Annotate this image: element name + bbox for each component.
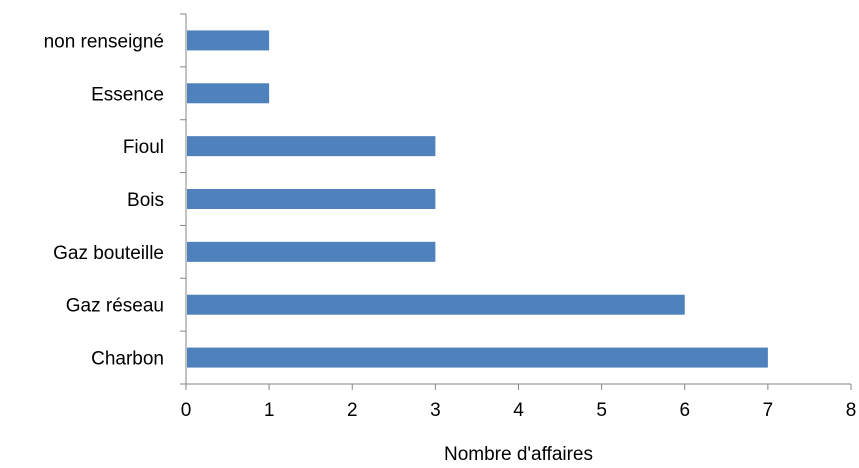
x-axis-title: Nombre d'affaires (444, 444, 593, 465)
bar (187, 136, 436, 157)
x-tick-label: 8 (846, 400, 857, 421)
x-tick-labels: 0 1 2 3 4 5 6 7 8 (181, 400, 857, 421)
x-tick-label: 6 (679, 400, 690, 421)
x-tick-label: 1 (264, 400, 275, 421)
x-tick-label: 3 (430, 400, 441, 421)
bar (187, 83, 270, 104)
category-label: Gaz réseau (66, 296, 164, 317)
bars-group (187, 30, 768, 368)
category-label: Charbon (91, 349, 164, 370)
category-label: Essence (91, 84, 164, 105)
bar (187, 241, 436, 262)
y-axis-ticks (180, 13, 186, 385)
x-axis-ticks (185, 384, 852, 390)
category-label: Gaz bouteille (53, 243, 164, 264)
category-label: non renseigné (44, 31, 164, 52)
category-label: Bois (127, 190, 164, 211)
bar (187, 294, 685, 315)
category-label: Fioul (123, 137, 164, 158)
x-tick-label: 7 (763, 400, 774, 421)
x-tick-label: 0 (181, 400, 192, 421)
x-tick-label: 2 (347, 400, 358, 421)
category-labels: non renseigné Essence Fioul Bois Gaz bouteil… (44, 31, 164, 369)
x-tick-label: 4 (513, 400, 524, 421)
bar (187, 347, 768, 368)
bar (187, 189, 436, 209)
bar (187, 30, 270, 51)
x-tick-label: 5 (596, 400, 607, 421)
